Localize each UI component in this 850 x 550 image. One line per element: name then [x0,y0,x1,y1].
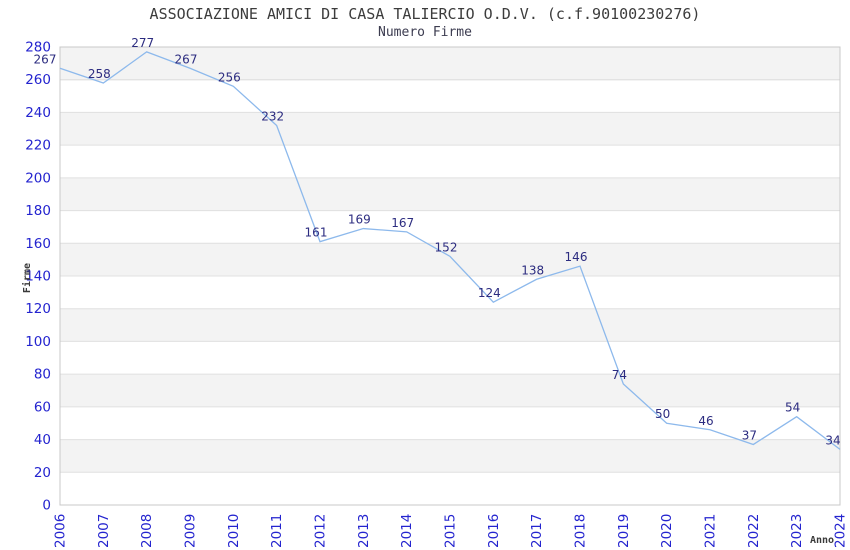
value-label: 37 [742,428,757,442]
value-label: 267 [175,52,198,66]
x-tick-label: 2019 [616,514,632,548]
value-label: 34 [825,433,840,447]
plot-band [60,112,840,146]
y-axis-title: Firme [21,263,33,293]
value-label: 277 [131,36,154,50]
y-tick-label: 160 [25,236,51,252]
y-tick-label: 20 [34,465,51,481]
y-tick-label: 40 [34,432,51,448]
value-labels: 267 258 277 267 256 232 161 169 167 152 124 138 146 7… [34,36,841,447]
y-tick-label: 280 [25,40,51,56]
x-tick-label: 2006 [53,514,69,548]
value-label: 146 [565,250,588,264]
value-label: 258 [88,67,111,81]
y-tick-label: 260 [25,72,51,88]
value-label: 256 [218,70,241,84]
value-label: 74 [612,368,627,382]
plot-band [60,243,840,276]
y-tick-label: 200 [25,170,51,186]
y-tick-label: 140 [25,269,51,285]
x-tick-label: 2007 [96,514,112,548]
plot-band [60,308,840,342]
x-axis-title: Anno [810,535,834,546]
y-tick-label: 240 [25,105,51,121]
x-tick-label: 2015 [443,514,459,548]
value-label: 50 [655,407,670,421]
value-label: 124 [478,286,501,300]
plot-border [59,46,841,506]
x-tick-label: 2011 [269,514,285,548]
x-tick-label: 2023 [789,514,805,548]
value-label: 169 [348,213,371,227]
value-label: 152 [435,240,458,254]
y-axis-tick-labels: 0 20 40 60 80 100 120 140 160 180 200 220 240 260 280 [25,40,51,514]
x-tick-label: 2014 [399,514,415,548]
x-tick-label: 2022 [746,514,762,548]
gridlines [60,79,840,473]
x-tick-label: 2024 [833,514,849,548]
x-tick-label: 2013 [356,514,372,548]
x-tick-label: 2010 [226,514,242,548]
plot-band [60,47,840,80]
plot-bands [60,47,840,473]
chart-title: ASSOCIAZIONE AMICI DI CASA TALIERCIO O.D… [149,5,701,23]
chart-subtitle: Numero Firme [378,25,472,40]
value-label: 46 [698,414,713,428]
plot-band [60,374,840,407]
y-tick-label: 220 [25,138,51,154]
value-label: 232 [261,110,284,124]
plot-band [60,177,840,211]
y-tick-label: 100 [25,334,51,350]
value-label: 138 [521,263,544,277]
x-axis-tick-labels: 2006 2007 2008 2009 2010 2011 2012 2013 2014 2015… [53,514,849,548]
series-line [59,51,841,450]
value-label: 161 [305,226,328,240]
x-tick-label: 2020 [659,514,675,548]
y-tick-label: 80 [34,367,51,383]
y-tick-label: 0 [42,498,51,514]
y-tick-label: 180 [25,203,51,219]
plot-band [60,439,840,473]
y-tick-label: 60 [34,399,51,415]
value-label: 54 [785,401,800,415]
x-tick-label: 2021 [703,514,719,548]
value-label: 167 [391,216,414,230]
x-tick-label: 2008 [139,514,155,548]
y-tick-label: 120 [25,301,51,317]
x-tick-label: 2012 [313,514,329,548]
x-tick-label: 2009 [183,514,199,548]
x-tick-label: 2016 [486,514,502,548]
x-tick-label: 2018 [573,514,589,548]
value-label: 267 [34,52,57,66]
x-tick-label: 2017 [529,514,545,548]
